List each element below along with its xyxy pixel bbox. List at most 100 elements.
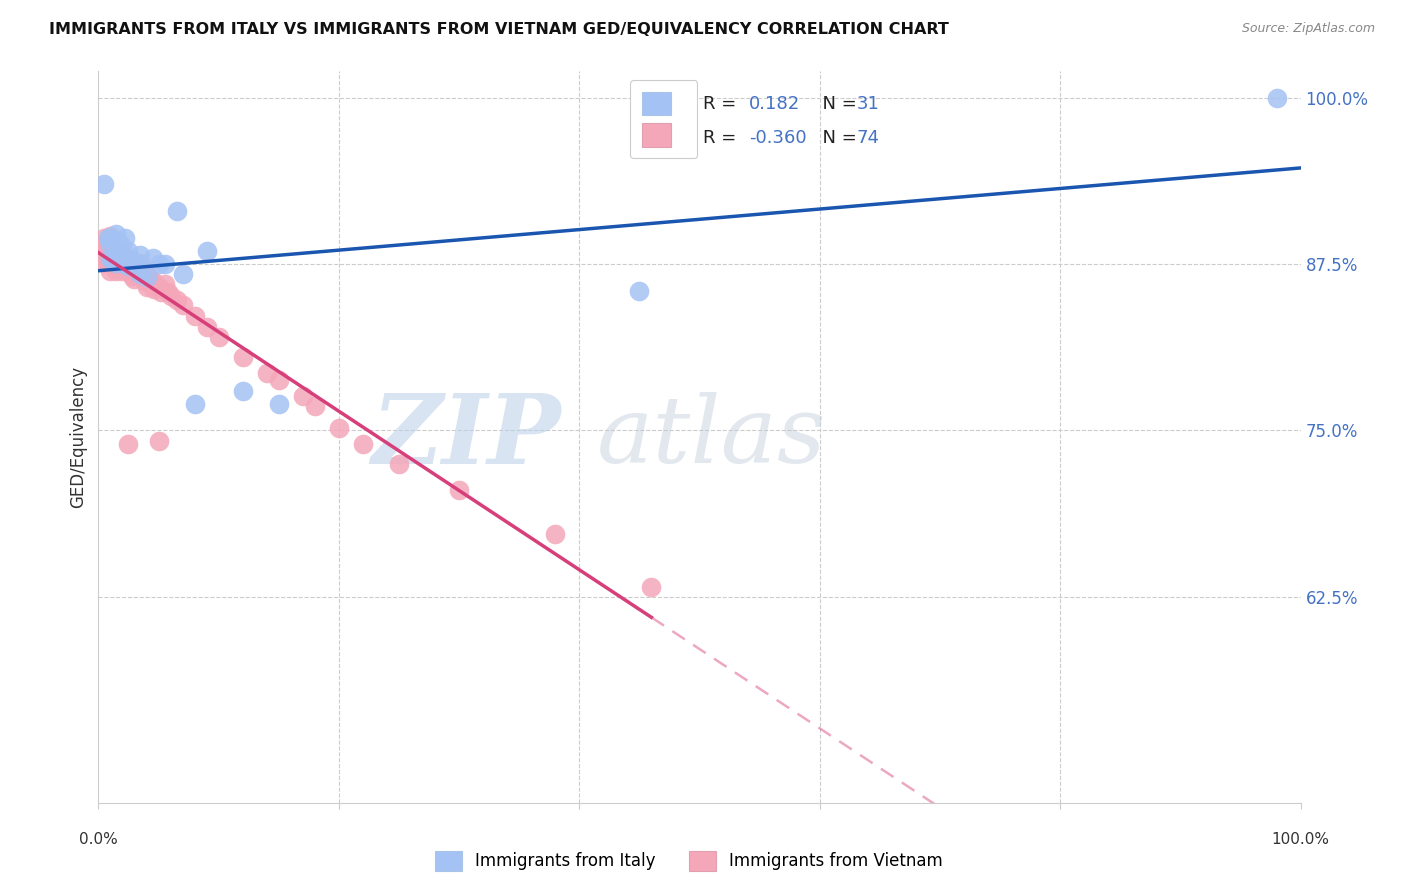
Point [124, 261, 146, 276]
Point [172, 267, 194, 281]
Point [105, 251, 128, 265]
Legend: Immigrants from Italy, Immigrants from Vietnam: Immigrants from Italy, Immigrants from V… [427, 842, 950, 880]
Point [304, 400, 326, 414]
Point [100, 251, 122, 265]
Point [105, 227, 128, 241]
Point [96, 240, 118, 254]
Point [97, 235, 120, 249]
Point [352, 436, 374, 450]
Point [447, 483, 470, 498]
Point [91, 240, 114, 254]
Point [93, 230, 115, 244]
Point [135, 280, 157, 294]
Point [129, 267, 152, 281]
Point [100, 229, 122, 244]
Point [105, 264, 128, 278]
Point [104, 256, 127, 270]
Point [1265, 91, 1288, 105]
Y-axis label: GED/Equivalency: GED/Equivalency [69, 366, 87, 508]
Text: 0.182: 0.182 [749, 95, 800, 112]
Point [100, 251, 122, 265]
Point [97, 256, 120, 270]
Point [105, 256, 128, 270]
Point [388, 457, 411, 471]
Point [93, 240, 115, 254]
Point [232, 384, 254, 398]
Point [120, 264, 142, 278]
Point [101, 243, 124, 257]
Point [101, 253, 124, 268]
Point [97, 248, 120, 262]
Point [115, 259, 138, 273]
Point [124, 256, 146, 270]
Point [100, 237, 122, 252]
Text: -0.360: -0.360 [749, 129, 807, 147]
Point [141, 275, 163, 289]
Point [141, 251, 163, 265]
Point [138, 270, 160, 285]
Text: 100.0%: 100.0% [1271, 832, 1330, 847]
Point [91, 248, 114, 262]
Point [131, 269, 153, 284]
Text: Source: ZipAtlas.com: Source: ZipAtlas.com [1241, 22, 1375, 36]
Point [128, 268, 150, 282]
Point [291, 389, 314, 403]
Point [135, 270, 157, 285]
Point [121, 269, 143, 284]
Point [183, 397, 205, 411]
Point [544, 527, 567, 541]
Point [100, 256, 122, 270]
Text: R =: R = [703, 129, 742, 147]
Point [267, 373, 290, 387]
Point [97, 230, 120, 244]
Point [132, 275, 155, 289]
Point [108, 254, 131, 268]
Point [105, 256, 128, 270]
Point [93, 256, 115, 270]
Point [114, 253, 136, 268]
Point [232, 351, 254, 365]
Text: atlas: atlas [598, 392, 827, 482]
Point [172, 298, 194, 312]
Point [108, 248, 131, 262]
Point [159, 289, 181, 303]
Point [166, 204, 188, 219]
Point [183, 309, 205, 323]
Point [108, 237, 131, 252]
Point [149, 285, 172, 299]
Point [94, 248, 117, 262]
Point [117, 244, 139, 258]
Point [267, 397, 290, 411]
Point [117, 436, 139, 450]
Point [117, 256, 139, 270]
Point [110, 260, 132, 274]
Point [124, 257, 146, 271]
Point [148, 257, 170, 271]
Text: N =: N = [811, 95, 863, 112]
Point [107, 245, 129, 260]
Point [100, 264, 122, 278]
Text: IMMIGRANTS FROM ITALY VS IMMIGRANTS FROM VIETNAM GED/EQUIVALENCY CORRELATION CHA: IMMIGRANTS FROM ITALY VS IMMIGRANTS FROM… [49, 22, 949, 37]
Point [114, 230, 136, 244]
Point [121, 253, 143, 268]
Point [640, 580, 662, 594]
Point [103, 248, 125, 262]
Point [208, 330, 231, 344]
Text: 74: 74 [858, 129, 880, 147]
Text: N =: N = [811, 129, 863, 147]
Point [195, 319, 218, 334]
Point [111, 240, 134, 254]
Text: 31: 31 [858, 95, 880, 112]
Point [166, 293, 188, 307]
Point [153, 277, 176, 292]
Point [195, 244, 218, 258]
Point [129, 256, 152, 270]
Text: ZIP: ZIP [371, 390, 561, 484]
Point [100, 237, 122, 252]
Legend: , : , [630, 80, 697, 159]
Point [129, 248, 152, 262]
Point [105, 243, 128, 257]
Point [328, 421, 350, 435]
Point [124, 272, 146, 286]
Point [256, 366, 278, 380]
